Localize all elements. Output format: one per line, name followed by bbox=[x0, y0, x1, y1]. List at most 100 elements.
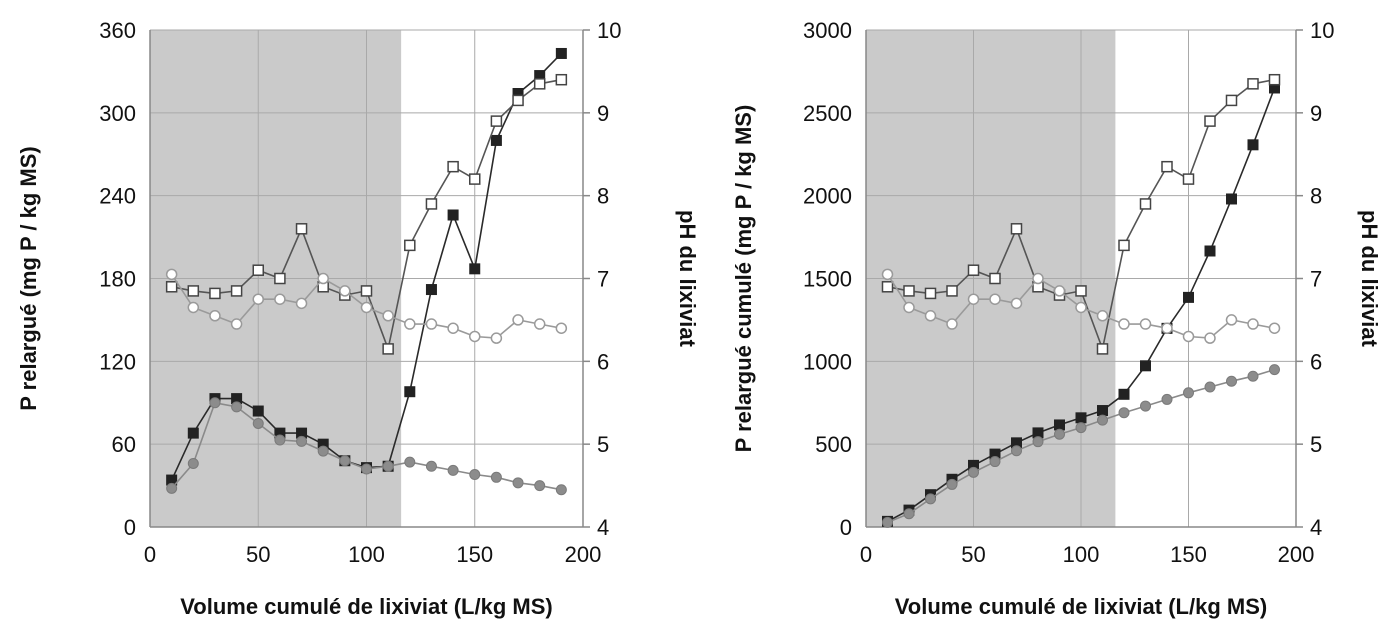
data-point bbox=[1269, 364, 1280, 376]
data-point bbox=[1183, 291, 1194, 303]
data-point bbox=[967, 264, 980, 276]
y2-tick-label: 4 bbox=[1310, 515, 1322, 540]
y-tick-label: 300 bbox=[99, 101, 136, 126]
data-point bbox=[404, 239, 416, 252]
data-point bbox=[274, 434, 286, 446]
data-point bbox=[946, 318, 958, 330]
data-point bbox=[425, 318, 438, 330]
data-point bbox=[555, 484, 567, 496]
data-point bbox=[1226, 375, 1237, 387]
data-point bbox=[447, 160, 459, 173]
data-point bbox=[1204, 381, 1216, 393]
data-point bbox=[1118, 407, 1130, 419]
data-point bbox=[187, 427, 199, 439]
y-tick-label: 3000 bbox=[803, 18, 852, 43]
data-point bbox=[1011, 445, 1022, 457]
x-tick-label: 50 bbox=[246, 542, 270, 567]
data-point bbox=[469, 263, 481, 275]
data-point bbox=[1204, 245, 1216, 257]
data-point bbox=[230, 318, 243, 330]
y2-tick-label: 6 bbox=[597, 349, 609, 374]
y-tick-label: 60 bbox=[112, 432, 136, 457]
y2-tick-label: 5 bbox=[1310, 432, 1322, 457]
data-point bbox=[425, 460, 437, 472]
data-point bbox=[252, 405, 264, 417]
data-point bbox=[1054, 428, 1065, 440]
y2-tick-label: 9 bbox=[597, 101, 609, 126]
data-point bbox=[924, 310, 937, 322]
data-point bbox=[295, 297, 308, 310]
data-point bbox=[1097, 405, 1108, 417]
data-point bbox=[1225, 314, 1238, 326]
data-point bbox=[882, 516, 893, 528]
data-point bbox=[339, 285, 351, 297]
data-point bbox=[512, 314, 524, 326]
data-point bbox=[968, 466, 979, 478]
data-point bbox=[555, 322, 568, 334]
x-axis-label: Volume cumulé de lixiviat (L/kg MS) bbox=[895, 594, 1267, 619]
data-point bbox=[1161, 322, 1173, 334]
data-point bbox=[1182, 173, 1195, 185]
data-point bbox=[881, 268, 894, 281]
y-axis-label: P relargué (mg P / kg MS) bbox=[16, 146, 41, 410]
data-point bbox=[881, 281, 894, 293]
data-point bbox=[404, 318, 416, 330]
data-point bbox=[1247, 318, 1259, 330]
y-tick-label: 120 bbox=[99, 349, 136, 374]
data-point bbox=[447, 464, 459, 476]
y-tick-label: 240 bbox=[99, 184, 136, 209]
data-point bbox=[1247, 370, 1259, 382]
data-point bbox=[425, 284, 437, 296]
data-point bbox=[187, 457, 199, 469]
data-point bbox=[360, 285, 373, 297]
x-axis-label: Volume cumulé de lixiviat (L/kg MS) bbox=[180, 594, 552, 619]
y2-tick-label: 10 bbox=[597, 18, 621, 43]
y2-tick-label: 5 bbox=[597, 432, 609, 457]
x-tick-label: 200 bbox=[565, 542, 602, 567]
data-point bbox=[555, 47, 567, 59]
x-tick-label: 200 bbox=[1278, 542, 1315, 567]
data-point bbox=[209, 287, 221, 300]
data-point bbox=[533, 78, 546, 90]
data-point bbox=[1140, 400, 1151, 412]
x-tick-label: 150 bbox=[456, 542, 493, 567]
data-point bbox=[425, 198, 438, 210]
data-point bbox=[924, 287, 937, 300]
x-tick-label: 100 bbox=[348, 542, 385, 567]
data-point bbox=[231, 401, 243, 413]
data-point bbox=[512, 477, 524, 489]
x-tick-label: 150 bbox=[1170, 542, 1207, 567]
y2-tick-label: 10 bbox=[1310, 18, 1334, 43]
data-point bbox=[209, 397, 221, 409]
data-point bbox=[1226, 193, 1237, 205]
data-point bbox=[1053, 285, 1066, 297]
y-tick-label: 0 bbox=[840, 515, 852, 540]
data-point bbox=[252, 417, 264, 429]
data-point bbox=[490, 115, 503, 127]
data-point bbox=[1032, 272, 1044, 285]
y-tick-label: 500 bbox=[815, 432, 852, 457]
data-point bbox=[967, 293, 980, 305]
data-point bbox=[512, 94, 524, 107]
data-point bbox=[1075, 301, 1087, 314]
data-point bbox=[252, 264, 264, 276]
data-point bbox=[490, 471, 502, 483]
data-point bbox=[555, 73, 568, 86]
data-point bbox=[1118, 318, 1130, 330]
y-tick-label: 1500 bbox=[803, 267, 852, 292]
data-point bbox=[1204, 332, 1216, 344]
data-point bbox=[165, 281, 178, 293]
data-point bbox=[361, 463, 372, 475]
data-point bbox=[1054, 419, 1065, 431]
data-point bbox=[382, 460, 394, 472]
data-point bbox=[1118, 239, 1130, 252]
data-point bbox=[404, 386, 416, 398]
y2-tick-label: 6 bbox=[1310, 349, 1322, 374]
data-point bbox=[382, 310, 394, 322]
data-point bbox=[1139, 198, 1152, 210]
data-point bbox=[274, 272, 286, 285]
y2-tick-label: 8 bbox=[597, 184, 609, 209]
data-point bbox=[946, 285, 958, 297]
